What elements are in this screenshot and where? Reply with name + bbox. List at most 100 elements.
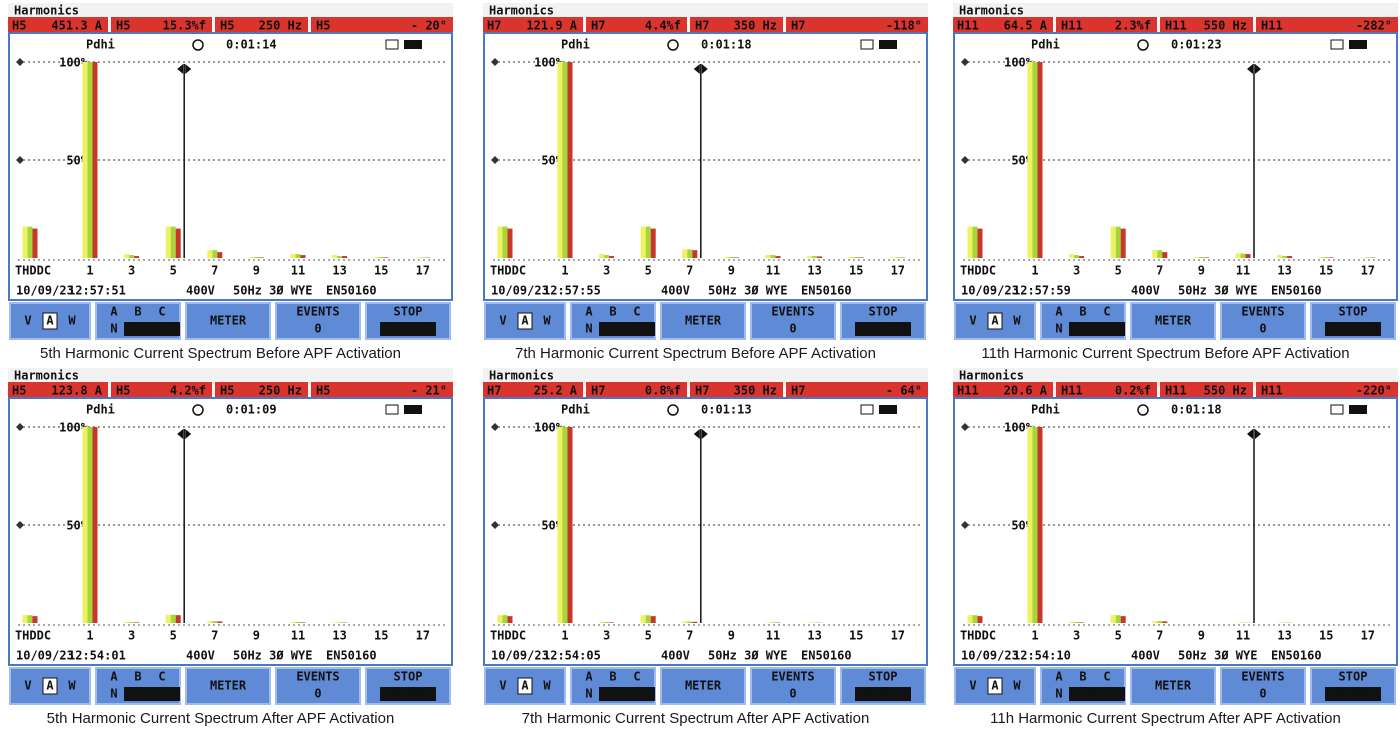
panel-caption: 7th Harmonic Current Spectrum After APF …: [522, 710, 870, 727]
bar: [27, 226, 33, 258]
panel-caption: 7th Harmonic Current Spectrum Before APF…: [515, 345, 876, 362]
reading-value: 0.8%f: [645, 384, 681, 398]
reading-value: 250 Hz: [259, 384, 302, 398]
x-tick-label: 13: [332, 264, 346, 278]
bar: [129, 255, 135, 258]
bar: [972, 615, 978, 623]
x-tick-label: 17: [1361, 629, 1375, 643]
softkey-label: C: [633, 305, 640, 319]
readings-separator: [108, 17, 111, 33]
bar: [1152, 621, 1158, 623]
panel-title: Harmonics: [489, 4, 554, 18]
x-tick-label: THDDC: [490, 629, 526, 643]
softkey-label: V: [969, 314, 976, 328]
panel-title: Harmonics: [489, 369, 554, 383]
softkey-label: STOP: [394, 670, 423, 684]
softkey-label: 0: [789, 322, 796, 336]
softkey-label: A: [46, 679, 54, 693]
softkey-label: ALL: [616, 322, 638, 336]
bar: [300, 622, 306, 623]
bar: [217, 621, 223, 623]
x-tick-label: 1: [86, 264, 93, 278]
title-bar: [953, 368, 1398, 382]
bar: [92, 62, 98, 258]
bar: [1277, 255, 1283, 258]
timer: 0:01:23: [1171, 38, 1222, 52]
battery-icon: [1349, 40, 1367, 49]
bar: [32, 616, 38, 623]
status-text: 12:57:59: [1013, 284, 1071, 298]
x-tick-label: THDDC: [960, 629, 996, 643]
readings-separator: [1157, 382, 1160, 398]
reading-label: H5: [116, 19, 130, 33]
x-tick-label: 9: [253, 629, 260, 643]
softkey-label: W: [68, 314, 76, 328]
bar: [170, 614, 176, 623]
bar: [175, 615, 181, 623]
softkey-label: EVENTS: [1241, 305, 1284, 319]
bar: [557, 427, 563, 623]
x-tick-label: 13: [807, 629, 821, 643]
softkey-label: A: [110, 305, 118, 319]
reading-label: H7: [591, 19, 605, 33]
readings-separator: [583, 382, 586, 398]
bar: [300, 255, 306, 258]
bar: [507, 228, 513, 258]
title-bar: [8, 368, 453, 382]
bar: [415, 257, 421, 258]
softkey-label: EVENTS: [296, 670, 339, 684]
battery-icon: [404, 405, 422, 414]
bar: [609, 622, 615, 623]
bar: [129, 622, 135, 623]
x-tick-label: THDDC: [15, 629, 51, 643]
softkey-highlight: [1069, 322, 1125, 336]
bar: [1032, 427, 1038, 623]
panel-title: Harmonics: [959, 4, 1024, 18]
timer: 0:01:14: [226, 38, 277, 52]
softkey-label: 0: [1259, 687, 1266, 701]
softkey-label: C: [158, 305, 165, 319]
readings-separator: [212, 17, 215, 33]
timer: 0:01:09: [226, 403, 277, 417]
bar: [604, 622, 610, 623]
bar: [1323, 257, 1329, 258]
bar: [420, 257, 426, 258]
status-text: 50Hz 3Ø WYE: [233, 649, 312, 663]
bar: [645, 615, 651, 623]
reading-label: H5: [316, 384, 330, 398]
mode-label: Pdhi: [86, 403, 115, 417]
softkey-label: N: [585, 687, 592, 701]
status-icon: [860, 404, 874, 415]
title-bar: [483, 368, 928, 382]
bar: [1152, 250, 1158, 258]
softkey-label: B: [609, 670, 616, 684]
bar: [650, 616, 656, 623]
reading-value: 15.3%f: [163, 19, 206, 33]
readings-separator: [583, 17, 586, 33]
bar: [967, 615, 973, 623]
bar: [295, 254, 301, 258]
softkey-highlight: [124, 322, 180, 336]
bar: [1027, 427, 1033, 623]
softkey: [1220, 302, 1306, 340]
softkey-label: V: [499, 679, 506, 693]
bar: [342, 256, 348, 258]
softkey-label: START: [865, 322, 901, 336]
tick-marker: [491, 156, 499, 164]
reading-value: 451.3 A: [51, 19, 102, 33]
bar: [373, 257, 379, 258]
x-tick-label: 7: [1156, 264, 1163, 278]
bar: [207, 621, 213, 623]
reading-value: 4.2%f: [170, 384, 206, 398]
softkey: [185, 667, 271, 705]
x-tick-label: 13: [332, 629, 346, 643]
softkey-highlight: [42, 677, 58, 695]
softkey-label: B: [1079, 670, 1086, 684]
bar: [502, 226, 508, 258]
y-tick-label: 100%: [59, 421, 89, 435]
bar: [1282, 256, 1288, 258]
status-text: 10/09/23: [961, 284, 1019, 298]
x-tick-label: 7: [211, 264, 218, 278]
